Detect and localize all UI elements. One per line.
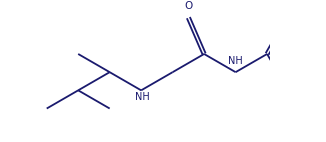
Text: O: O — [184, 1, 193, 11]
Text: NH: NH — [135, 92, 150, 102]
Text: NH: NH — [228, 56, 243, 66]
